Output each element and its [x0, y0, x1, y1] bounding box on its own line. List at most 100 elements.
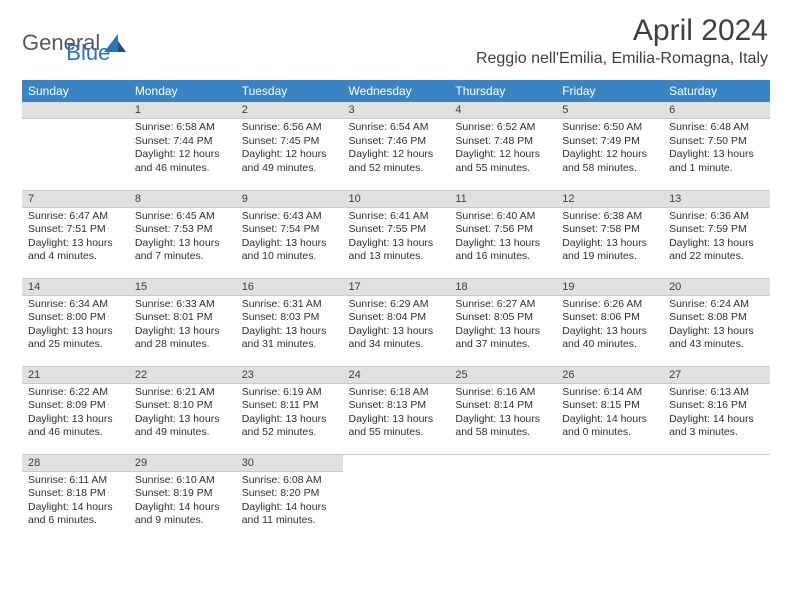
day-number-empty [663, 455, 770, 472]
calendar-cell: 6Sunrise: 6:48 AMSunset: 7:50 PMDaylight… [663, 102, 770, 190]
calendar-row: 21Sunrise: 6:22 AMSunset: 8:09 PMDayligh… [22, 366, 770, 454]
day-details: Sunrise: 6:45 AMSunset: 7:53 PMDaylight:… [129, 208, 236, 267]
day-details: Sunrise: 6:18 AMSunset: 8:13 PMDaylight:… [343, 384, 450, 443]
day-header: Sunday [22, 80, 129, 102]
calendar-cell: 24Sunrise: 6:18 AMSunset: 8:13 PMDayligh… [343, 366, 450, 454]
calendar-cell: 21Sunrise: 6:22 AMSunset: 8:09 PMDayligh… [22, 366, 129, 454]
day-number-empty [343, 455, 450, 472]
calendar-cell: 29Sunrise: 6:10 AMSunset: 8:19 PMDayligh… [129, 454, 236, 542]
day-number: 3 [343, 102, 450, 119]
day-details: Sunrise: 6:11 AMSunset: 8:18 PMDaylight:… [22, 472, 129, 531]
header: General Blue April 2024 Reggio nell'Emil… [0, 0, 792, 70]
calendar-cell: 9Sunrise: 6:43 AMSunset: 7:54 PMDaylight… [236, 190, 343, 278]
calendar-cell: 17Sunrise: 6:29 AMSunset: 8:04 PMDayligh… [343, 278, 450, 366]
calendar-cell: 4Sunrise: 6:52 AMSunset: 7:48 PMDaylight… [449, 102, 556, 190]
day-number: 1 [129, 102, 236, 119]
calendar-cell: 3Sunrise: 6:54 AMSunset: 7:46 PMDaylight… [343, 102, 450, 190]
calendar-cell: 12Sunrise: 6:38 AMSunset: 7:58 PMDayligh… [556, 190, 663, 278]
calendar-cell: 22Sunrise: 6:21 AMSunset: 8:10 PMDayligh… [129, 366, 236, 454]
day-details: Sunrise: 6:34 AMSunset: 8:00 PMDaylight:… [22, 296, 129, 355]
day-header: Saturday [663, 80, 770, 102]
day-number: 24 [343, 367, 450, 384]
day-details: Sunrise: 6:38 AMSunset: 7:58 PMDaylight:… [556, 208, 663, 267]
day-number: 22 [129, 367, 236, 384]
day-number: 12 [556, 191, 663, 208]
day-number: 5 [556, 102, 663, 119]
day-details: Sunrise: 6:54 AMSunset: 7:46 PMDaylight:… [343, 119, 450, 178]
day-number: 11 [449, 191, 556, 208]
day-details: Sunrise: 6:08 AMSunset: 8:20 PMDaylight:… [236, 472, 343, 531]
day-number: 13 [663, 191, 770, 208]
calendar-cell [663, 454, 770, 542]
day-number: 6 [663, 102, 770, 119]
calendar-header-row: Sunday Monday Tuesday Wednesday Thursday… [22, 80, 770, 102]
day-details: Sunrise: 6:29 AMSunset: 8:04 PMDaylight:… [343, 296, 450, 355]
logo-text-blue: Blue [66, 40, 110, 66]
day-number: 18 [449, 279, 556, 296]
calendar-row: 1Sunrise: 6:58 AMSunset: 7:44 PMDaylight… [22, 102, 770, 190]
day-details: Sunrise: 6:48 AMSunset: 7:50 PMDaylight:… [663, 119, 770, 178]
day-number: 16 [236, 279, 343, 296]
day-header: Wednesday [343, 80, 450, 102]
calendar-cell: 10Sunrise: 6:41 AMSunset: 7:55 PMDayligh… [343, 190, 450, 278]
calendar-cell: 1Sunrise: 6:58 AMSunset: 7:44 PMDaylight… [129, 102, 236, 190]
calendar-cell [343, 454, 450, 542]
calendar-cell: 26Sunrise: 6:14 AMSunset: 8:15 PMDayligh… [556, 366, 663, 454]
calendar-cell: 30Sunrise: 6:08 AMSunset: 8:20 PMDayligh… [236, 454, 343, 542]
day-number: 19 [556, 279, 663, 296]
calendar-cell: 5Sunrise: 6:50 AMSunset: 7:49 PMDaylight… [556, 102, 663, 190]
calendar-cell: 18Sunrise: 6:27 AMSunset: 8:05 PMDayligh… [449, 278, 556, 366]
day-details: Sunrise: 6:24 AMSunset: 8:08 PMDaylight:… [663, 296, 770, 355]
day-number-empty [22, 102, 129, 119]
day-number: 26 [556, 367, 663, 384]
day-details: Sunrise: 6:50 AMSunset: 7:49 PMDaylight:… [556, 119, 663, 178]
day-details: Sunrise: 6:58 AMSunset: 7:44 PMDaylight:… [129, 119, 236, 178]
calendar-cell: 27Sunrise: 6:13 AMSunset: 8:16 PMDayligh… [663, 366, 770, 454]
day-number: 27 [663, 367, 770, 384]
day-details: Sunrise: 6:22 AMSunset: 8:09 PMDaylight:… [22, 384, 129, 443]
day-number: 28 [22, 455, 129, 472]
day-details: Sunrise: 6:16 AMSunset: 8:14 PMDaylight:… [449, 384, 556, 443]
calendar-cell: 15Sunrise: 6:33 AMSunset: 8:01 PMDayligh… [129, 278, 236, 366]
calendar-cell: 28Sunrise: 6:11 AMSunset: 8:18 PMDayligh… [22, 454, 129, 542]
day-details: Sunrise: 6:33 AMSunset: 8:01 PMDaylight:… [129, 296, 236, 355]
day-number: 2 [236, 102, 343, 119]
calendar-cell: 14Sunrise: 6:34 AMSunset: 8:00 PMDayligh… [22, 278, 129, 366]
day-details: Sunrise: 6:47 AMSunset: 7:51 PMDaylight:… [22, 208, 129, 267]
day-number: 10 [343, 191, 450, 208]
day-number: 29 [129, 455, 236, 472]
calendar-cell: 19Sunrise: 6:26 AMSunset: 8:06 PMDayligh… [556, 278, 663, 366]
day-header: Thursday [449, 80, 556, 102]
day-number: 9 [236, 191, 343, 208]
day-details: Sunrise: 6:14 AMSunset: 8:15 PMDaylight:… [556, 384, 663, 443]
day-header: Monday [129, 80, 236, 102]
calendar-cell [449, 454, 556, 542]
calendar-cell: 25Sunrise: 6:16 AMSunset: 8:14 PMDayligh… [449, 366, 556, 454]
day-number: 4 [449, 102, 556, 119]
day-details: Sunrise: 6:21 AMSunset: 8:10 PMDaylight:… [129, 384, 236, 443]
day-details: Sunrise: 6:26 AMSunset: 8:06 PMDaylight:… [556, 296, 663, 355]
day-number: 23 [236, 367, 343, 384]
day-details: Sunrise: 6:31 AMSunset: 8:03 PMDaylight:… [236, 296, 343, 355]
calendar-cell: 8Sunrise: 6:45 AMSunset: 7:53 PMDaylight… [129, 190, 236, 278]
day-number: 15 [129, 279, 236, 296]
calendar-cell: 7Sunrise: 6:47 AMSunset: 7:51 PMDaylight… [22, 190, 129, 278]
calendar-row: 28Sunrise: 6:11 AMSunset: 8:18 PMDayligh… [22, 454, 770, 542]
day-header: Tuesday [236, 80, 343, 102]
day-number: 17 [343, 279, 450, 296]
day-number: 21 [22, 367, 129, 384]
day-number-empty [556, 455, 663, 472]
calendar-cell: 23Sunrise: 6:19 AMSunset: 8:11 PMDayligh… [236, 366, 343, 454]
day-number: 20 [663, 279, 770, 296]
calendar-cell: 13Sunrise: 6:36 AMSunset: 7:59 PMDayligh… [663, 190, 770, 278]
calendar-cell: 11Sunrise: 6:40 AMSunset: 7:56 PMDayligh… [449, 190, 556, 278]
calendar-cell: 2Sunrise: 6:56 AMSunset: 7:45 PMDaylight… [236, 102, 343, 190]
day-header: Friday [556, 80, 663, 102]
calendar-table: Sunday Monday Tuesday Wednesday Thursday… [22, 80, 770, 542]
day-details: Sunrise: 6:41 AMSunset: 7:55 PMDaylight:… [343, 208, 450, 267]
day-number: 25 [449, 367, 556, 384]
calendar-row: 14Sunrise: 6:34 AMSunset: 8:00 PMDayligh… [22, 278, 770, 366]
day-details: Sunrise: 6:19 AMSunset: 8:11 PMDaylight:… [236, 384, 343, 443]
day-details: Sunrise: 6:36 AMSunset: 7:59 PMDaylight:… [663, 208, 770, 267]
title-block: April 2024 Reggio nell'Emilia, Emilia-Ro… [476, 14, 768, 68]
